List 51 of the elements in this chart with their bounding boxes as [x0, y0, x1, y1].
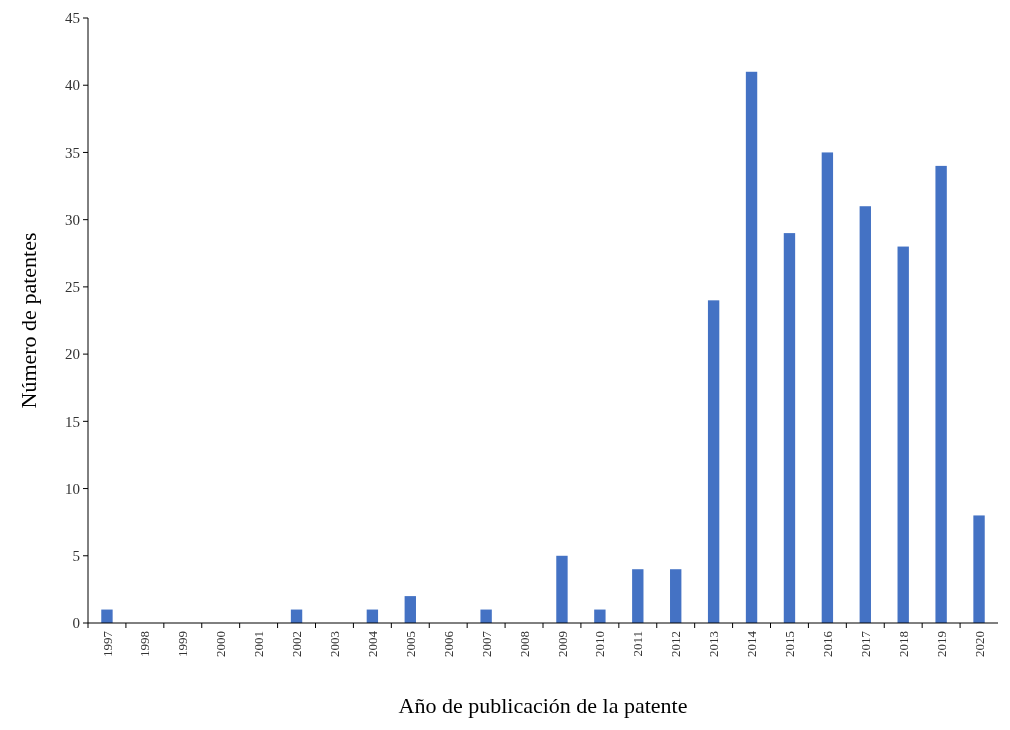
x-tick-label: 2010: [592, 631, 608, 657]
x-tick-label: 2017: [857, 630, 873, 657]
x-tick-label: 2012: [668, 631, 684, 657]
x-tick-label: 2004: [364, 630, 380, 657]
x-tick-label: 2003: [327, 631, 343, 657]
y-tick-label: 40: [65, 77, 80, 94]
x-tick-label: 2011: [630, 631, 646, 657]
x-tick-label: 2000: [213, 631, 229, 657]
y-tick-label: 25: [65, 279, 80, 296]
x-tick-label: 2006: [440, 630, 456, 657]
bar: [594, 609, 606, 623]
x-tick-label: 2009: [554, 631, 570, 657]
y-tick-label: 5: [72, 548, 80, 565]
y-tick-label: 45: [65, 10, 80, 27]
x-tick-label: 1999: [175, 631, 191, 657]
bar: [897, 246, 909, 623]
x-tick-label: 2020: [971, 631, 987, 657]
bar: [859, 206, 871, 623]
x-tick-label: 2008: [516, 631, 532, 657]
x-tick-label: 2005: [402, 631, 418, 657]
bar: [935, 165, 947, 623]
bar: [670, 569, 682, 623]
bar: [707, 300, 720, 623]
x-tick-label: 1998: [137, 631, 153, 657]
x-tick-label: 2007: [478, 630, 494, 657]
bar: [821, 152, 834, 623]
y-tick-label: 20: [65, 346, 80, 363]
x-axis-title: Año de publicación de la patente: [398, 693, 688, 718]
x-tick-label: 2013: [706, 631, 722, 657]
x-tick-label: 2002: [289, 631, 305, 657]
x-tick-label: 2015: [782, 631, 798, 657]
y-tick-label: 35: [65, 144, 80, 161]
bar: [404, 596, 416, 623]
bar: [973, 515, 985, 623]
bar: [556, 555, 568, 623]
x-tick-label: 2001: [251, 631, 267, 657]
bar: [480, 609, 492, 623]
x-tick-label: 1997: [99, 630, 115, 657]
x-tick-label: 2016: [819, 630, 835, 657]
bar: [783, 233, 796, 623]
y-tick-label: 0: [72, 615, 80, 632]
bar: [101, 609, 113, 623]
x-tick-label: 2019: [933, 631, 949, 657]
y-tick-label: 10: [65, 480, 80, 497]
bar: [745, 71, 758, 623]
bar: [632, 569, 644, 623]
y-tick-label: 30: [65, 211, 80, 228]
x-tick-label: 2018: [895, 631, 911, 657]
y-axis-title: Número de patentes: [16, 232, 41, 409]
y-tick-label: 15: [65, 413, 80, 430]
x-tick-label: 2014: [744, 630, 760, 657]
